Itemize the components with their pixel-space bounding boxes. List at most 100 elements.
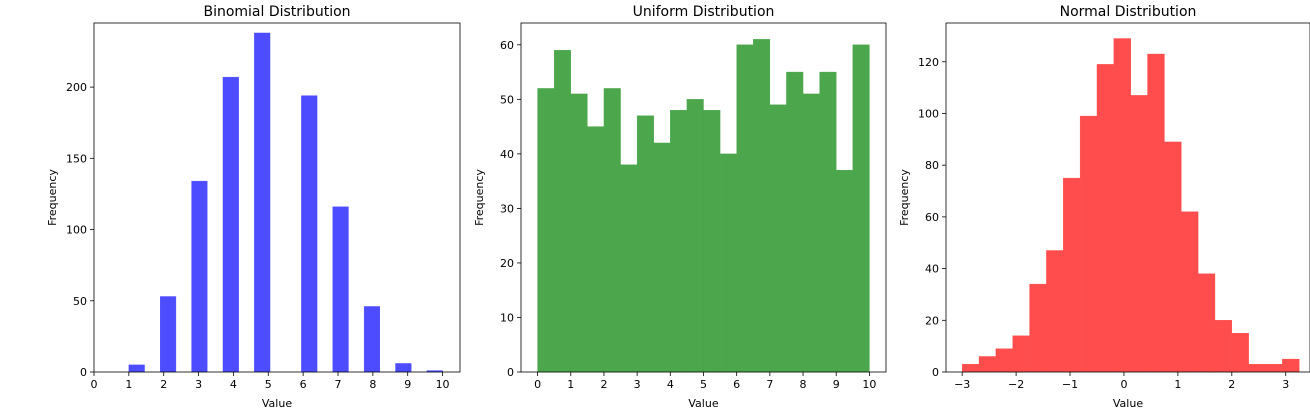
y-tick-label: 150: [66, 152, 87, 165]
x-tick-label: 1: [125, 378, 132, 391]
y-tick-label: 60: [925, 211, 939, 224]
histogram-bar: [653, 142, 671, 373]
y-tick-label: 100: [66, 224, 87, 237]
histogram-bar: [191, 180, 208, 373]
x-tick-label: 4: [230, 378, 237, 391]
y-tick-label: 100: [918, 107, 939, 120]
y-tick-label: 10: [500, 311, 514, 324]
y-tick-label: 0: [507, 366, 514, 379]
histogram-bar: [736, 44, 754, 373]
chart-panel-2: 0 1 2 3 4 5 6 7 8 9 10 0 10 20 30 40 50 60 Uniform Distrib…: [473, 4, 887, 410]
histogram-bar: [1164, 141, 1182, 373]
x-tick-label: 3: [195, 378, 202, 391]
plot-frame: [945, 22, 1310, 373]
plot-frame: [93, 22, 461, 373]
y-tick-label: 80: [925, 159, 939, 172]
histogram-bar: [1147, 53, 1165, 373]
histogram-bar: [719, 153, 737, 373]
histogram-bar: [570, 93, 588, 373]
x-axis-label: Value: [262, 397, 292, 410]
x-tick-label: 10: [436, 378, 450, 391]
y-tick-label: 30: [500, 202, 514, 215]
y-tick-label: 0: [80, 366, 87, 379]
x-tick-label: 9: [833, 378, 840, 391]
histogram-bar: [1282, 358, 1300, 373]
histogram-bar: [363, 306, 381, 373]
histogram-bar: [670, 110, 688, 373]
histogram-bar: [1063, 177, 1081, 373]
x-tick-label: 2: [160, 378, 167, 391]
histogram-bar: [1012, 335, 1030, 373]
histogram-bar: [1231, 333, 1249, 373]
y-tick-label: 200: [66, 81, 87, 94]
histogram-bar: [553, 50, 571, 373]
histogram-bar: [819, 71, 837, 373]
x-tick-label: 6: [300, 378, 307, 391]
y-tick-label: 20: [925, 314, 939, 327]
y-axis-label: Frequency: [46, 169, 59, 226]
histogram-bar: [852, 44, 870, 373]
x-tick-label: 7: [766, 378, 773, 391]
x-tick-label: 2: [1228, 378, 1235, 391]
histogram-bar: [1029, 283, 1047, 373]
histogram-bar: [587, 126, 605, 373]
chart-title: Normal Distribution: [1060, 4, 1197, 20]
histogram-bar: [802, 93, 820, 373]
x-tick-label: −2: [1008, 378, 1024, 391]
x-tick-label: 0: [1120, 378, 1127, 391]
histogram-bar: [686, 99, 704, 373]
y-axis-label: Frequency: [898, 169, 911, 226]
x-tick-label: 4: [667, 378, 674, 391]
y-tick-label: 50: [73, 295, 87, 308]
histogram-bar: [978, 356, 997, 373]
x-tick-label: 0: [534, 378, 541, 391]
x-tick-label: 1: [1174, 378, 1181, 391]
y-tick-label: 0: [932, 366, 939, 379]
x-axis-label: Value: [688, 397, 718, 410]
histogram-bar: [160, 296, 177, 373]
x-tick-label: 3: [1282, 378, 1289, 391]
histogram-bar: [1130, 95, 1148, 373]
histogram-bar: [961, 364, 980, 373]
x-tick-label: 3: [634, 378, 641, 391]
histogram-bar: [1214, 320, 1233, 373]
x-tick-label: 0: [91, 378, 98, 391]
chart-title: Binomial Distribution: [203, 4, 350, 20]
x-tick-label: 2: [600, 378, 607, 391]
x-axis-label: Value: [1113, 397, 1143, 410]
histogram-bar: [836, 170, 854, 373]
y-tick-label: 40: [925, 263, 939, 276]
y-tick-label: 50: [500, 93, 514, 106]
histogram-bar: [537, 88, 555, 373]
x-tick-label: 7: [335, 378, 342, 391]
histogram-bar: [222, 76, 239, 373]
histogram-bar: [301, 95, 318, 373]
histogram-bar: [254, 32, 271, 373]
histogram-bar: [1079, 115, 1098, 373]
x-tick-label: 10: [862, 378, 876, 391]
chart-title: Uniform Distribution: [633, 4, 775, 20]
x-tick-label: −1: [1062, 378, 1078, 391]
histogram-bar: [753, 39, 771, 373]
histogram-bar: [620, 164, 638, 373]
histogram-bar: [332, 206, 349, 373]
x-tick-label: 5: [700, 378, 707, 391]
chart-panel-3: −3 −2 −1 0 1 2 3 0 20 40 60 80 100 120 Normal Distribu…: [898, 4, 1310, 410]
x-tick-label: 1: [567, 378, 574, 391]
histogram-bar: [603, 88, 621, 373]
histogram-bar: [1113, 38, 1131, 373]
histogram-bar: [786, 71, 804, 373]
histogram-bar: [1181, 211, 1199, 373]
x-tick-label: 9: [404, 378, 411, 391]
histogram-bar: [636, 115, 654, 373]
x-tick-label: 5: [265, 378, 272, 391]
x-tick-label: −3: [954, 378, 970, 391]
histogram-bar: [703, 110, 721, 373]
y-tick-label: 40: [500, 148, 514, 161]
histogram-bar: [1197, 273, 1216, 373]
x-tick-label: 8: [800, 378, 807, 391]
histogram-bar: [1046, 250, 1064, 373]
histogram-bar: [995, 348, 1013, 373]
